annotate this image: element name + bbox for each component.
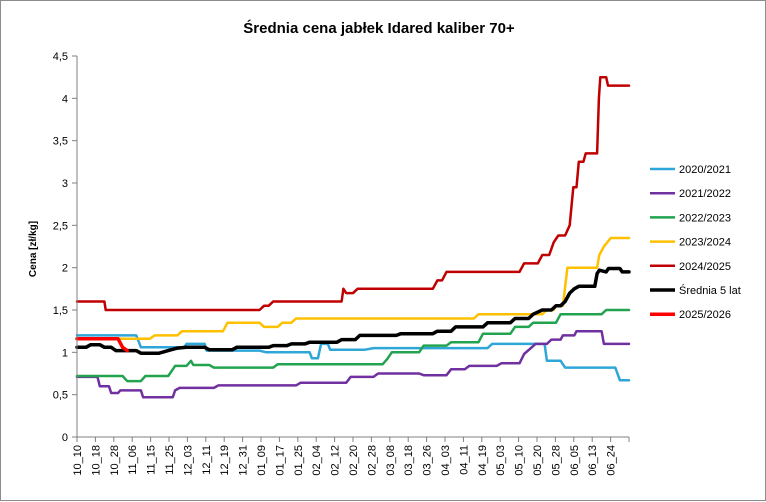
y-tick-label: 0,5 [53, 390, 68, 402]
x-tick-label: 03_18 [403, 445, 415, 476]
series-line-7 [75, 337, 129, 353]
y-tick-label: 1,5 [53, 305, 68, 317]
x-tick-label: 01_17 [274, 445, 286, 476]
legend-label: 2021/2022 [679, 188, 731, 200]
x-tick-label: 12_11 [201, 445, 213, 475]
x-tick-label: 11_15 [146, 445, 158, 475]
x-tick-label: 05_20 [532, 445, 544, 476]
y-tick-label: 3,5 [53, 136, 68, 148]
x-tick-label: 04_03 [440, 445, 452, 476]
chart-title: Średnia cena jabłek Idared kaliber 70+ [243, 19, 515, 37]
x-tick-label: 02_20 [348, 445, 360, 476]
series-line-4 [75, 236, 631, 341]
legend-label: Średnia 5 lat [679, 284, 741, 297]
legend-label: 2020/2021 [679, 164, 731, 176]
x-axis-ticks: 10_10 10_18 10_28 11_06 11_15 11_25 12_03 12_11… [72, 437, 630, 476]
x-tick-label: 12_03 [182, 445, 194, 476]
y-tick-label: 0 [62, 432, 68, 444]
x-tick-label: 11_06 [127, 445, 139, 475]
y-tick-label: 2,5 [53, 220, 68, 232]
x-tick-label: 12_31 [238, 445, 250, 476]
x-tick-label: 01_09 [256, 445, 268, 476]
y-tick-label: 3 [62, 178, 68, 190]
series-line-5 [75, 75, 631, 312]
x-tick-label: 02_12 [330, 445, 342, 476]
x-tick-label: 04_19 [477, 445, 489, 476]
x-tick-label: 05_03 [495, 445, 507, 476]
series-lines [75, 75, 631, 399]
x-tick-label: 02_28 [366, 445, 378, 476]
x-tick-label: 12_19 [219, 445, 231, 476]
x-tick-label: 02_04 [311, 445, 323, 476]
x-tick-label: 10_18 [90, 445, 102, 476]
series-line-3 [75, 308, 631, 383]
x-tick-label: 05_10 [514, 445, 526, 476]
series-line-6 [75, 266, 631, 355]
series-line-2 [75, 329, 631, 399]
legend-label: 2025/2026 [679, 309, 731, 321]
x-tick-label: 10_28 [109, 445, 121, 476]
y-axis-label: Cena [zł/kg] [28, 221, 39, 277]
y-axis-ticks: 0 0,5 1 1,5 2 2,5 3 3,5 4 4,5 [53, 51, 77, 444]
series-line-1 [75, 334, 631, 382]
legend-label: 2023/2024 [679, 237, 731, 249]
legend-label: 2022/2023 [679, 212, 731, 224]
x-tick-label: 06_13 [587, 445, 599, 476]
x-tick-label: 10_10 [72, 445, 84, 476]
x-tick-label: 04_11 [458, 445, 470, 475]
x-tick-label: 03_08 [385, 445, 397, 476]
x-tick-label: 06_05 [569, 445, 581, 476]
x-tick-label: 01_25 [293, 445, 305, 476]
legend: 2020/2021 2021/2022 2022/2023 2023/2024 2024… [650, 164, 741, 321]
x-tick-label: 05_28 [550, 445, 562, 476]
y-tick-label: 4,5 [53, 51, 68, 63]
x-tick-label: 03_26 [422, 445, 434, 476]
y-tick-label: 2 [62, 263, 68, 275]
y-tick-label: 4 [62, 93, 68, 105]
x-tick-label: 11_25 [164, 445, 176, 475]
legend-label: 2024/2025 [679, 261, 731, 273]
x-tick-label: 06_24 [606, 445, 618, 476]
y-tick-label: 1 [62, 347, 68, 359]
axes [76, 56, 629, 438]
